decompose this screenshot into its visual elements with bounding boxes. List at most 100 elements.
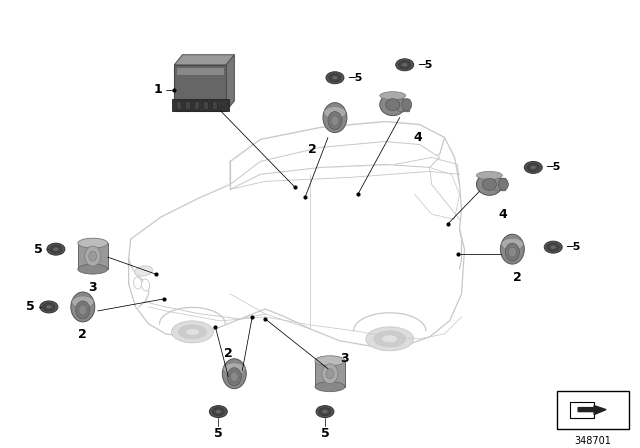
Ellipse shape (380, 92, 406, 99)
Ellipse shape (141, 279, 150, 291)
Ellipse shape (382, 335, 397, 343)
Text: ─5: ─5 (566, 242, 580, 252)
Text: 2: 2 (79, 328, 87, 341)
Text: 5: 5 (321, 427, 330, 440)
Polygon shape (129, 121, 465, 347)
Ellipse shape (524, 161, 542, 173)
Ellipse shape (186, 328, 200, 336)
Bar (212, 101, 218, 108)
Ellipse shape (43, 303, 55, 311)
Text: 1: 1 (153, 83, 162, 96)
Ellipse shape (366, 327, 413, 351)
Polygon shape (495, 178, 506, 190)
Ellipse shape (134, 277, 141, 289)
Ellipse shape (89, 251, 97, 261)
Text: 2: 2 (308, 143, 316, 156)
Text: 5: 5 (26, 301, 35, 314)
Ellipse shape (215, 409, 221, 414)
Ellipse shape (483, 178, 497, 190)
Ellipse shape (78, 238, 108, 248)
Ellipse shape (135, 266, 152, 276)
Ellipse shape (527, 164, 540, 172)
Ellipse shape (79, 305, 87, 315)
Ellipse shape (324, 107, 346, 119)
Ellipse shape (227, 368, 241, 386)
Polygon shape (227, 55, 234, 111)
Bar (172, 99, 229, 111)
Ellipse shape (499, 178, 508, 190)
Text: 3: 3 (88, 280, 97, 293)
Ellipse shape (326, 72, 344, 84)
Ellipse shape (332, 76, 338, 80)
Bar (186, 101, 191, 108)
Bar (177, 67, 225, 75)
Ellipse shape (209, 405, 227, 418)
Ellipse shape (76, 301, 90, 319)
Ellipse shape (380, 94, 406, 116)
Text: ─5: ─5 (418, 60, 432, 70)
Ellipse shape (399, 61, 411, 69)
Ellipse shape (53, 247, 59, 251)
Ellipse shape (319, 408, 331, 416)
Text: 2: 2 (513, 271, 522, 284)
Text: 5: 5 (34, 243, 43, 256)
Ellipse shape (172, 321, 213, 343)
Text: ─5: ─5 (348, 73, 362, 83)
Ellipse shape (326, 369, 334, 379)
Ellipse shape (50, 245, 62, 253)
Ellipse shape (72, 296, 94, 308)
Ellipse shape (531, 165, 536, 169)
Ellipse shape (547, 243, 559, 251)
Ellipse shape (179, 325, 206, 339)
Ellipse shape (222, 359, 246, 389)
Ellipse shape (323, 103, 347, 133)
Ellipse shape (402, 99, 412, 111)
Ellipse shape (476, 173, 502, 195)
Ellipse shape (402, 63, 408, 67)
Polygon shape (397, 99, 409, 111)
Ellipse shape (315, 356, 345, 366)
Text: 2: 2 (224, 347, 233, 360)
Ellipse shape (316, 405, 334, 418)
Ellipse shape (71, 292, 95, 322)
Ellipse shape (476, 172, 502, 179)
Bar (177, 101, 182, 108)
Bar (204, 101, 209, 108)
Ellipse shape (550, 245, 556, 249)
Text: 4: 4 (498, 208, 507, 221)
Ellipse shape (322, 364, 338, 383)
Bar (557, 391, 629, 429)
Ellipse shape (85, 246, 100, 266)
Ellipse shape (322, 409, 328, 414)
Ellipse shape (230, 372, 238, 382)
Ellipse shape (315, 382, 345, 392)
Polygon shape (230, 121, 445, 185)
Text: 5: 5 (214, 427, 223, 440)
Ellipse shape (223, 363, 245, 375)
Ellipse shape (501, 238, 524, 250)
Ellipse shape (40, 301, 58, 313)
Text: 348701: 348701 (575, 435, 611, 445)
Ellipse shape (508, 247, 516, 257)
Ellipse shape (212, 408, 225, 416)
Ellipse shape (46, 305, 52, 309)
Bar (570, 401, 594, 418)
Ellipse shape (328, 112, 342, 129)
Polygon shape (230, 142, 440, 190)
Ellipse shape (386, 99, 400, 111)
Bar (195, 101, 200, 108)
Ellipse shape (506, 243, 519, 261)
Ellipse shape (374, 331, 406, 347)
Text: ─5: ─5 (546, 163, 561, 172)
Ellipse shape (78, 264, 108, 274)
Text: 4: 4 (413, 131, 422, 144)
Ellipse shape (47, 243, 65, 255)
Ellipse shape (500, 234, 524, 264)
Text: 3: 3 (340, 352, 349, 365)
Polygon shape (578, 405, 606, 414)
Polygon shape (175, 55, 234, 65)
Ellipse shape (331, 116, 339, 125)
Bar (315, 361, 345, 387)
Bar (175, 65, 227, 111)
Ellipse shape (329, 74, 341, 82)
